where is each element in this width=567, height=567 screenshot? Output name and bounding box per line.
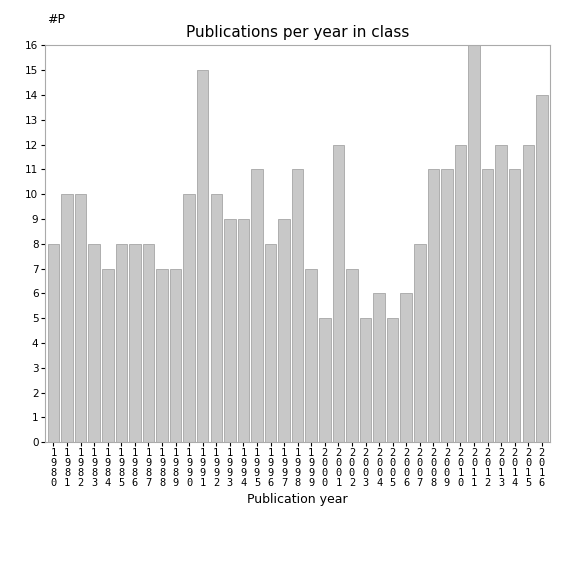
- Bar: [156, 269, 168, 442]
- Bar: [509, 170, 521, 442]
- Bar: [183, 194, 195, 442]
- Bar: [102, 269, 113, 442]
- Bar: [48, 244, 60, 442]
- Bar: [292, 170, 303, 442]
- Bar: [496, 145, 507, 442]
- Bar: [197, 70, 209, 442]
- Bar: [414, 244, 425, 442]
- Bar: [251, 170, 263, 442]
- Bar: [265, 244, 276, 442]
- Bar: [333, 145, 344, 442]
- Bar: [88, 244, 100, 442]
- Bar: [523, 145, 534, 442]
- Bar: [400, 294, 412, 442]
- Title: Publications per year in class: Publications per year in class: [186, 25, 409, 40]
- Bar: [441, 170, 452, 442]
- Bar: [319, 318, 331, 442]
- Bar: [278, 219, 290, 442]
- Bar: [170, 269, 181, 442]
- Bar: [306, 269, 317, 442]
- Bar: [359, 318, 371, 442]
- Bar: [224, 219, 236, 442]
- Bar: [428, 170, 439, 442]
- Bar: [75, 194, 86, 442]
- Bar: [238, 219, 249, 442]
- Bar: [143, 244, 154, 442]
- Bar: [210, 194, 222, 442]
- Bar: [468, 45, 480, 442]
- Bar: [129, 244, 141, 442]
- X-axis label: Publication year: Publication year: [247, 493, 348, 506]
- Bar: [373, 294, 385, 442]
- Bar: [536, 95, 548, 442]
- Bar: [346, 269, 358, 442]
- Text: #P: #P: [46, 12, 65, 26]
- Bar: [116, 244, 127, 442]
- Bar: [387, 318, 399, 442]
- Bar: [482, 170, 493, 442]
- Bar: [61, 194, 73, 442]
- Bar: [455, 145, 466, 442]
